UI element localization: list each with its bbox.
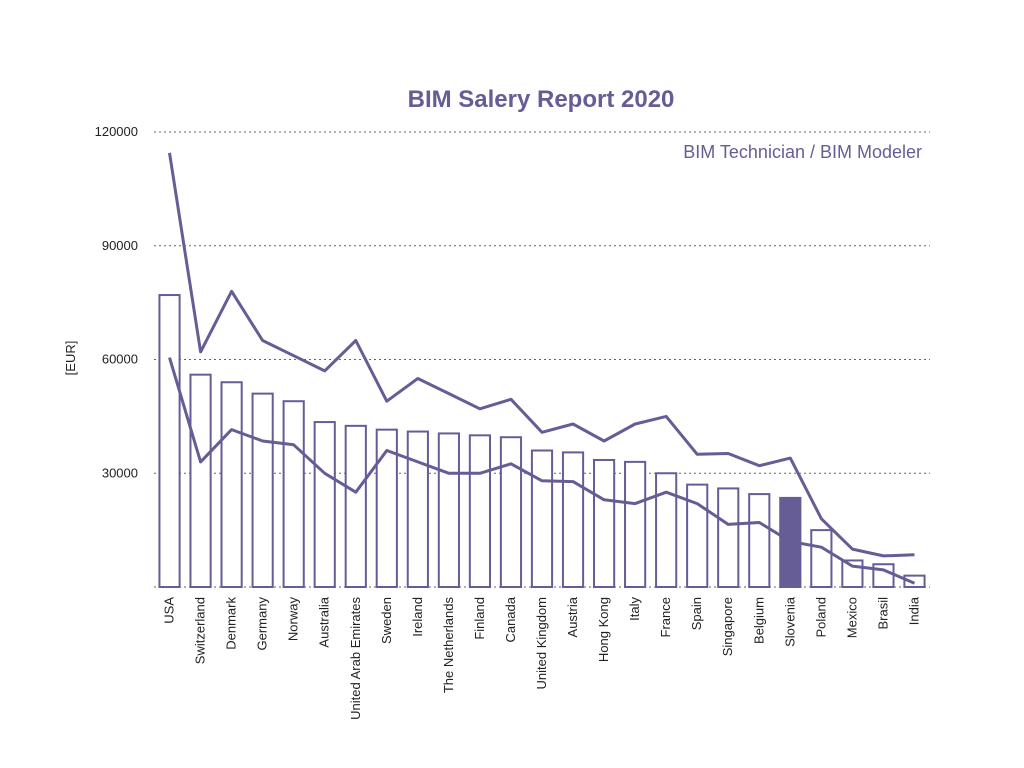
bar [592,458,616,588]
category-label: Brasil [875,597,890,630]
category-label: The Netherlands [441,597,456,694]
bar [468,434,492,589]
bar [251,392,274,588]
category-label: Norway [286,597,301,642]
bar [499,436,523,588]
bar [530,449,554,588]
category-label: Australia [317,596,332,647]
lines [168,152,916,585]
bar [748,493,771,588]
category-label: United Kingdom [534,597,549,690]
bars [158,294,926,589]
category-label: Belgium [751,597,766,644]
bar [189,373,212,588]
category-label: Germany [255,597,270,651]
line-series-1 [168,152,915,558]
bar [624,460,647,588]
x-axis-categories: USA Switzerland Denmark Germany Norway Austra… [162,596,922,720]
category-label: USA [162,597,177,624]
bar [220,381,243,588]
category-label: United Arab Emirates [348,597,363,720]
y-axis-label: [EUR] [63,341,78,376]
category-label: Spain [689,597,704,630]
chart-title: BIM Salery Report 2020 [408,86,675,113]
y-tick-label: 120000 [95,124,138,139]
category-label: Poland [813,597,828,637]
bar [406,430,429,588]
y-tick-label: 60000 [102,352,138,367]
category-label: Austria [565,596,580,637]
bar [717,487,740,588]
bar [437,432,460,588]
category-label: Finland [472,597,487,640]
bar [344,424,367,588]
category-label: France [658,597,673,637]
bar [282,400,305,589]
category-label: Italy [627,597,642,621]
category-label: Slovenia [782,596,797,647]
category-label: Hong Kong [596,597,611,662]
category-label: Switzerland [193,597,208,664]
y-axis-ticks: 30000 60000 90000 120000 [95,124,138,480]
category-label: Singapore [720,597,735,656]
bar [810,529,833,588]
category-label: Canada [503,596,518,642]
bar [313,421,336,588]
bar [158,294,181,588]
bar [686,483,709,588]
bar [561,451,585,589]
y-tick-label: 90000 [102,238,138,253]
line-series-2 [168,357,916,585]
category-label: Denmark [224,597,239,650]
chart-subtitle: BIM Technician / BIM Modeler [683,142,922,162]
category-label: India [906,596,921,625]
category-label: Ireland [410,597,425,637]
category-label: Sweden [379,597,394,644]
bar [375,428,398,589]
category-label: Mexico [844,597,859,638]
bar [903,574,926,588]
bar [655,472,678,588]
y-tick-label: 30000 [102,465,138,480]
